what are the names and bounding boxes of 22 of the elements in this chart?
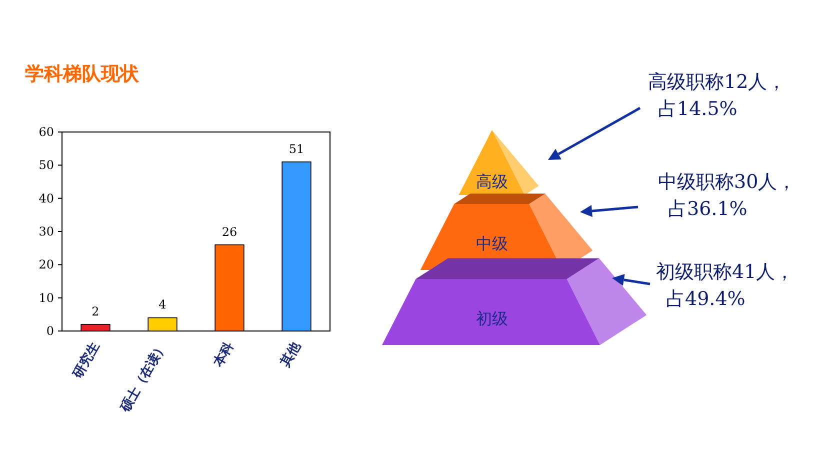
y-tick-label: 30 — [38, 224, 54, 238]
text: 中级职称30人，占36.1% — [658, 171, 796, 220]
y-tick-label: 60 — [38, 125, 54, 139]
y-tick-label: 0 — [46, 324, 54, 338]
data-label: 2 — [92, 304, 100, 318]
chart-title: 学科梯队现状 — [25, 64, 140, 85]
category-label: 初级 — [476, 310, 508, 328]
x-tick-label: 本科 — [210, 339, 236, 370]
y-tick-label: 10 — [38, 290, 54, 305]
y-tick-label: 20 — [38, 258, 54, 272]
text: 初级职称41人，占49.4% — [656, 261, 794, 310]
text: 高级职称12人，占14.5% — [648, 71, 786, 120]
x-tick-label: 研究生 — [69, 339, 102, 382]
y-tick-label: 50 — [38, 158, 54, 172]
data-label: 51 — [288, 142, 304, 156]
category-label: 中级 — [476, 235, 508, 253]
data-label: 4 — [158, 298, 167, 312]
y-tick-label: 40 — [38, 191, 54, 206]
data-label: 26 — [222, 224, 238, 239]
x-tick-label: 其他 — [276, 338, 304, 370]
x-tick-label: 硕士（在读） — [116, 339, 170, 415]
category-label: 高级 — [476, 173, 508, 191]
